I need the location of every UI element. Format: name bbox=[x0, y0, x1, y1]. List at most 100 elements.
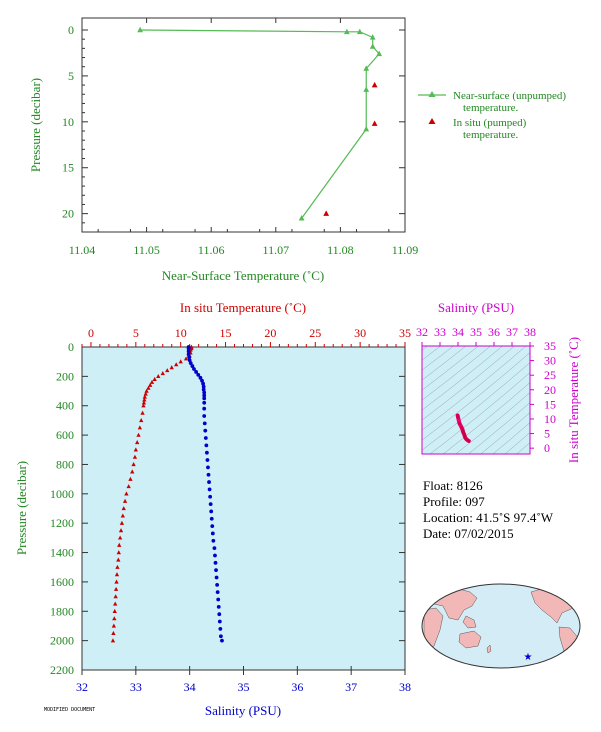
ns-near-surface-point bbox=[369, 34, 376, 40]
profile-temperature-point bbox=[113, 586, 119, 591]
profile-salinity-point bbox=[192, 367, 196, 371]
ts-density-contour bbox=[422, 352, 530, 441]
profile-salinity-point bbox=[215, 590, 220, 595]
ts-density-contour bbox=[422, 346, 467, 381]
profile-temperature-point bbox=[140, 410, 145, 415]
ts-density-contour bbox=[516, 442, 530, 454]
ts-y-tick-label: 20 bbox=[544, 383, 556, 397]
profile-temperature-point bbox=[144, 388, 149, 393]
profile-salinity-point bbox=[205, 458, 210, 462]
profile-temperature-point bbox=[141, 403, 146, 408]
profile-salinity-point bbox=[202, 393, 207, 398]
ts-plot-area bbox=[422, 346, 530, 454]
profile-temperature-point bbox=[118, 528, 124, 533]
profile-temperature-point bbox=[152, 376, 157, 381]
profile-salinity-point bbox=[206, 465, 210, 470]
profile-plot-area bbox=[81, 346, 406, 671]
location-map: ★ bbox=[421, 583, 581, 669]
profile-temperature-point bbox=[130, 469, 135, 474]
legend-label-near-surface-1: Near-surface (unpumped) bbox=[453, 90, 566, 102]
profile-salinity-point bbox=[217, 612, 222, 617]
profile-top-tick-label: 15 bbox=[220, 326, 232, 340]
ts-density-contour bbox=[455, 392, 530, 454]
profile-temperature-point bbox=[113, 594, 118, 599]
float-info-panel: Float: 8126 Profile: 097 Location: 41.5˚… bbox=[423, 478, 553, 542]
profile-top-axis-label: In situ Temperature (˚C) bbox=[180, 300, 306, 315]
profile-y-tick-label: 1400 bbox=[50, 546, 74, 560]
ts-y-tick-label: 25 bbox=[544, 368, 556, 382]
profile-bottom-tick-label: 37 bbox=[345, 680, 357, 694]
ts-density-contour bbox=[480, 412, 530, 454]
ns-near-surface-point bbox=[356, 28, 363, 35]
profile-salinity-point bbox=[207, 487, 212, 492]
ts-x-tick-label: 34 bbox=[452, 325, 464, 339]
ns-y-tick-label: 20 bbox=[62, 207, 74, 221]
profile-info-row: Profile: 097 bbox=[423, 494, 553, 510]
profile-y-tick-label: 1000 bbox=[50, 487, 74, 501]
profile-salinity-point bbox=[220, 638, 224, 643]
legend-marker-near-surface bbox=[428, 91, 436, 97]
profile-salinity-point bbox=[217, 619, 222, 624]
map-land-southeast-asia bbox=[462, 615, 477, 629]
profile-salinity-point bbox=[203, 428, 208, 433]
profile-salinity-point bbox=[187, 358, 192, 363]
profile-temperature-point bbox=[113, 601, 118, 606]
profile-salinity-point bbox=[201, 384, 206, 389]
profile-temperature-point bbox=[136, 432, 141, 437]
near-surface-series bbox=[137, 26, 383, 221]
profile-temperature-point bbox=[133, 447, 138, 452]
profile-salinity-point bbox=[202, 421, 207, 426]
profile-temperature-point bbox=[117, 535, 123, 540]
profile-label: Profile: bbox=[423, 494, 462, 509]
profile-top-tick-label: 10 bbox=[175, 326, 187, 340]
profile-temperature-point bbox=[124, 491, 129, 496]
profile-chart: 0200400600800100012001400160018002000220… bbox=[14, 300, 411, 718]
profile-salinity-point bbox=[210, 524, 215, 529]
ts-density-contour bbox=[422, 346, 441, 361]
profile-temperature-point bbox=[146, 385, 151, 390]
ts-density-contours bbox=[422, 346, 530, 454]
profile-top-tick-label: 20 bbox=[264, 326, 276, 340]
profile-temperature-point bbox=[135, 440, 140, 445]
document-stamp: MODIFIED DOCUMENT bbox=[44, 707, 96, 713]
ns-y-tick-label: 10 bbox=[62, 115, 74, 129]
profile-temperature-point bbox=[139, 418, 144, 423]
profile-temperature-point bbox=[148, 382, 153, 387]
profile-temperature-point bbox=[117, 542, 122, 547]
near-surface-plot-frame bbox=[81, 17, 406, 233]
date-info-row: Date: 07/02/2015 bbox=[423, 526, 553, 542]
ts-x-tick-label: 36 bbox=[488, 325, 500, 339]
near-surface-xlabel: Near-Surface Temperature (˚C) bbox=[162, 268, 324, 283]
ns-in-situ-point bbox=[371, 120, 378, 126]
ts-y-tick-label: 0 bbox=[544, 441, 550, 455]
ts-y-tick-label: 30 bbox=[544, 354, 556, 368]
map-land-australia bbox=[458, 630, 482, 649]
profile-temperature-point bbox=[142, 394, 147, 399]
ns-in-situ-point bbox=[371, 81, 378, 88]
profile-temperature-point bbox=[116, 557, 121, 562]
ts-density-contour bbox=[422, 346, 454, 371]
profile-top-tick-label: 35 bbox=[399, 326, 411, 340]
ts-density-contour bbox=[442, 382, 530, 454]
ts-y-tick-label: 35 bbox=[544, 339, 556, 353]
float-info-row: Float: 8126 bbox=[423, 478, 553, 494]
profile-temperature-point bbox=[111, 623, 117, 628]
legend-label-near-surface-2: temperature. bbox=[463, 102, 519, 114]
profile-salinity-point bbox=[202, 406, 207, 411]
profile-salinity-point bbox=[216, 604, 221, 609]
profile-temperature-point bbox=[114, 572, 120, 577]
profile-salinity-point bbox=[202, 396, 207, 401]
profile-salinity-point bbox=[186, 349, 191, 354]
map-land-greenland bbox=[544, 584, 561, 590]
profile-temperature-point bbox=[128, 476, 133, 481]
profile-temperature-point bbox=[149, 379, 155, 384]
profile-y-tick-label: 200 bbox=[56, 369, 74, 383]
profile-y-tick-label: 2000 bbox=[50, 634, 74, 648]
profile-salinity-point bbox=[188, 361, 193, 366]
ts-y-tick-label: 10 bbox=[544, 412, 556, 426]
profile-salinity-point bbox=[213, 553, 217, 558]
profile-salinity-point bbox=[186, 352, 191, 357]
ts-point bbox=[456, 415, 460, 419]
profile-temperature-point bbox=[142, 397, 147, 402]
profile-salinity-point bbox=[190, 364, 195, 368]
